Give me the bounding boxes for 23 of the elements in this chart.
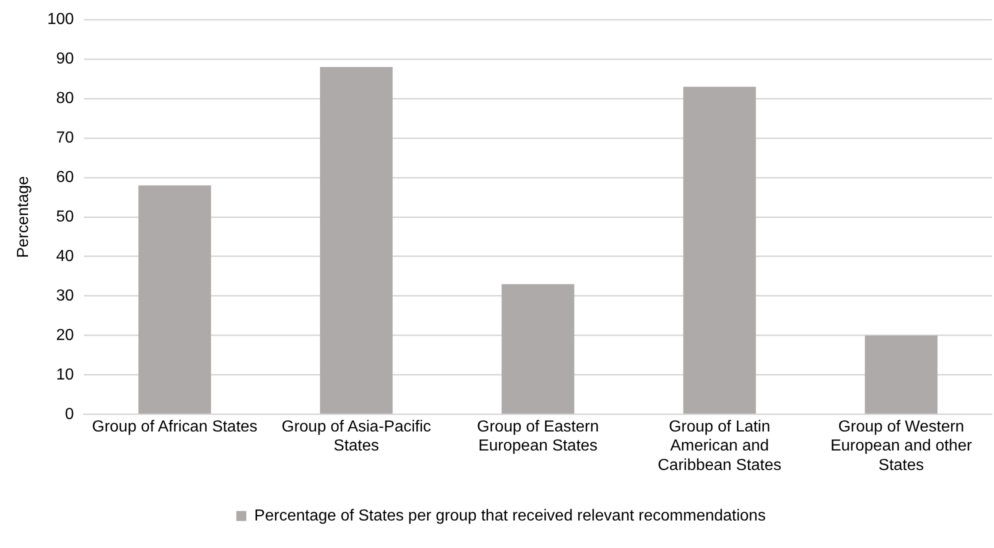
bar <box>138 185 212 414</box>
y-tick-label: 20 <box>56 326 74 344</box>
bar <box>864 335 938 414</box>
y-tick-label: 100 <box>47 11 74 28</box>
y-tick-label: 10 <box>56 366 74 384</box>
y-tick-label: 80 <box>56 90 74 107</box>
y-tick-label: 70 <box>56 129 74 146</box>
x-tick-label: Group of Asia-Pacific States <box>282 418 432 455</box>
legend-label: Percentage of States per group that received relevant recommendations <box>254 507 766 524</box>
y-tick-label: 50 <box>56 208 74 226</box>
y-tick-label: 90 <box>56 50 74 68</box>
x-tick-label: Group of Western European and other States <box>830 418 973 474</box>
x-tick-label: Group of Eastern European States <box>477 418 599 455</box>
x-tick-label: Group of Latin American and Caribbean States <box>658 418 782 474</box>
bar <box>683 86 756 414</box>
bar <box>502 284 574 414</box>
y-tick-label: 40 <box>56 248 74 265</box>
x-tick-label: Group of African States <box>92 418 258 436</box>
y-tick-label: 30 <box>56 287 74 304</box>
y-tick-label: 0 <box>64 406 74 423</box>
y-axis-title: Percentage <box>15 176 32 258</box>
bar <box>320 66 393 414</box>
y-tick-label: 60 <box>56 168 74 186</box>
